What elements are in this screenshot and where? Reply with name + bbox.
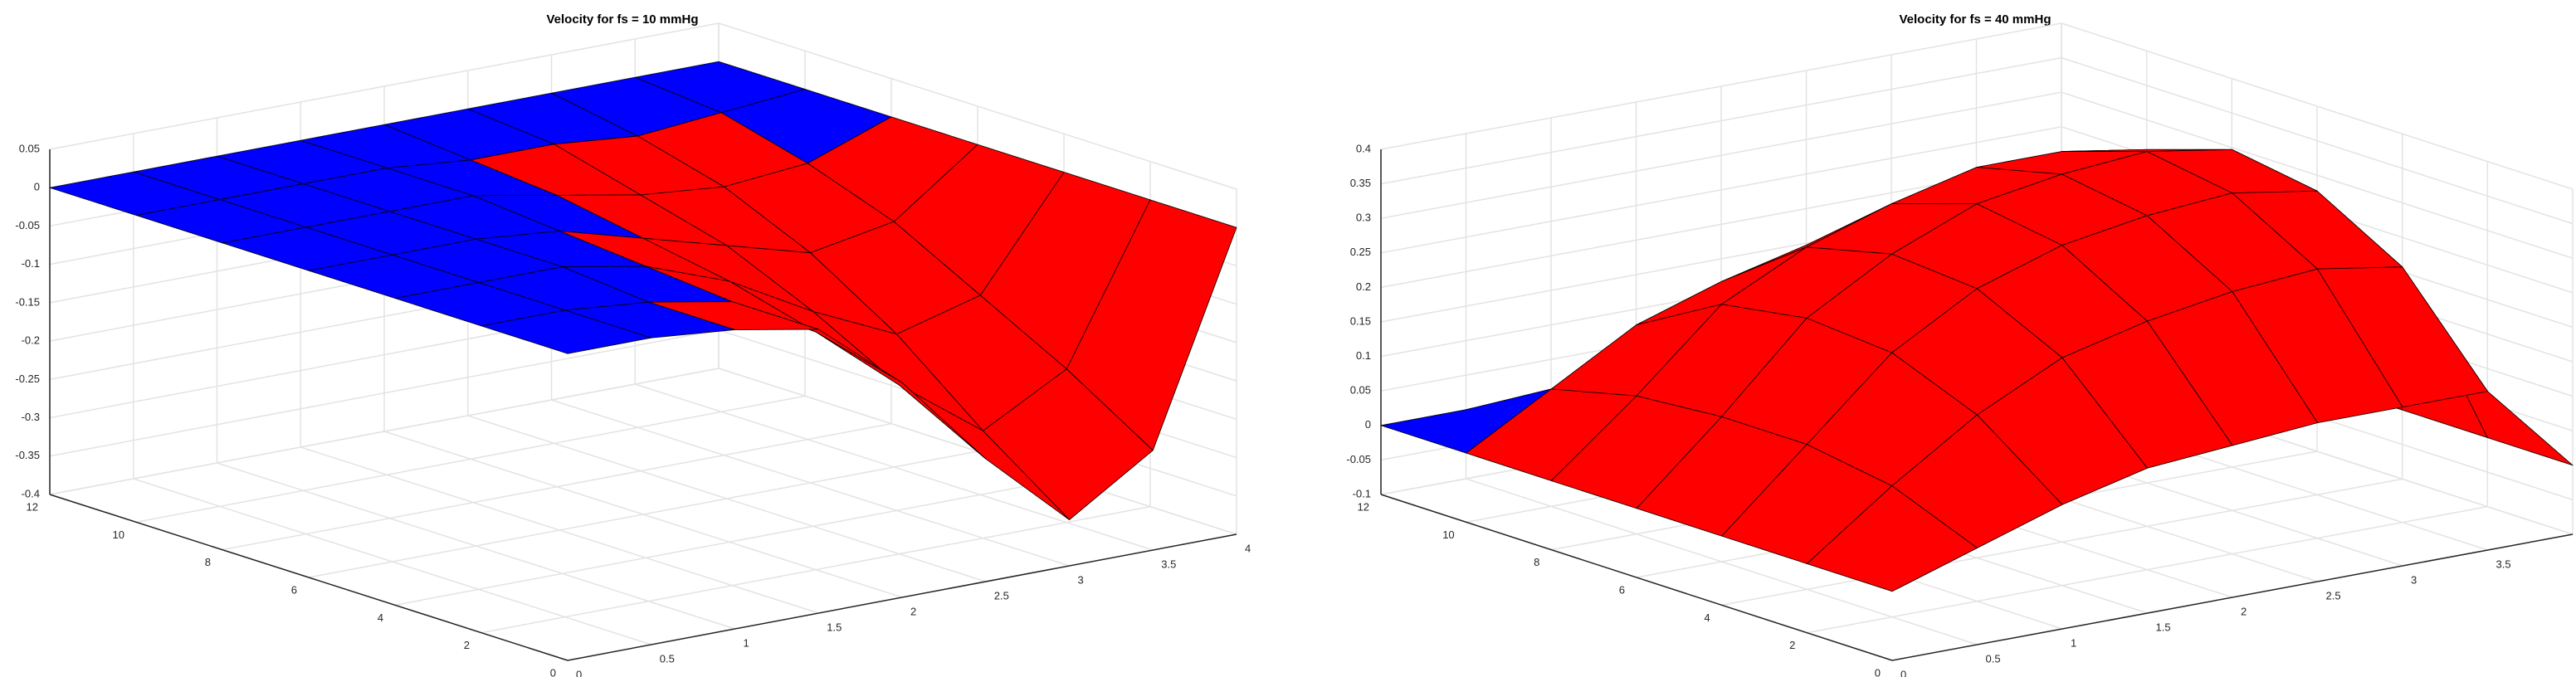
- grid-line: [2061, 91, 2574, 259]
- surface-cell: [1806, 485, 1978, 592]
- y-tick-label: 2: [1789, 639, 1795, 651]
- z-tick-label: 0.4: [1356, 142, 1371, 154]
- grid-line: [1380, 22, 2062, 150]
- grid-line: [49, 329, 720, 457]
- axis-line: [567, 533, 1237, 661]
- grid-line: [2061, 22, 2574, 190]
- z-tick-label: -0.1: [1353, 487, 1371, 499]
- z-tick-label: -0.4: [22, 487, 40, 499]
- x-tick-label: 3.5: [1161, 558, 1176, 570]
- z-tick-label: 0: [1365, 418, 1371, 431]
- chart-title: Velocity for fs = 10 mmHg: [547, 12, 699, 27]
- x-tick-label: 2: [2241, 605, 2247, 617]
- z-tick-label: 0: [34, 181, 40, 193]
- chart-title: Velocity for fs = 40 mmHg: [1900, 12, 2052, 27]
- grid-line: [222, 422, 892, 551]
- y-tick-label: 6: [291, 583, 297, 596]
- axis-line: [1380, 494, 1893, 661]
- grid-line: [394, 478, 1065, 606]
- x-tick-label: 1.5: [827, 621, 842, 633]
- z-tick-label: -0.3: [22, 411, 40, 423]
- y-tick-label: 4: [378, 611, 383, 624]
- y-tick-label: 6: [1619, 583, 1625, 596]
- grid-line: [49, 368, 720, 495]
- z-tick-label: 0.05: [1350, 384, 1371, 397]
- x-tick-label: 3: [1078, 573, 1084, 586]
- z-tick-label: 0.25: [1350, 246, 1371, 258]
- z-tick-label: 0.1: [1356, 349, 1371, 362]
- grid-line: [308, 451, 978, 578]
- grid-line: [135, 395, 806, 524]
- z-tick-label: -0.15: [15, 295, 40, 308]
- grid-line: [1380, 91, 2062, 219]
- z-tick-label: 0.05: [19, 142, 40, 154]
- axis-line: [1891, 533, 2574, 661]
- z-tick-label: -0.05: [15, 219, 40, 231]
- x-tick-label: 0: [576, 668, 582, 677]
- y-tick-label: 12: [1358, 500, 1369, 513]
- x-tick-label: 4: [1245, 542, 1251, 554]
- y-tick-label: 8: [205, 556, 211, 568]
- x-tick-label: 1: [2071, 636, 2076, 649]
- x-tick-label: 0.5: [660, 652, 675, 665]
- x-tick-label: 2.5: [2326, 589, 2341, 602]
- x-tick-label: 0: [1900, 668, 1906, 677]
- x-tick-label: 1: [744, 636, 749, 649]
- x-tick-label: 3.5: [2496, 558, 2511, 570]
- z-tick-label: 0.15: [1350, 314, 1371, 327]
- axis-line: [49, 494, 568, 661]
- y-tick-label: 8: [1534, 556, 1539, 568]
- z-tick-label: -0.35: [15, 449, 40, 461]
- y-tick-label: 0: [1875, 666, 1881, 677]
- grid-line: [1380, 56, 2062, 185]
- y-tick-label: 4: [1704, 611, 1710, 624]
- grid-line: [1807, 505, 2488, 634]
- grid-line: [1380, 126, 2062, 254]
- x-tick-label: 2.5: [994, 589, 1009, 602]
- x-tick-label: 0.5: [1986, 652, 2001, 665]
- y-tick-label: 12: [27, 500, 38, 513]
- y-tick-label: 10: [113, 528, 124, 541]
- grid-line: [49, 22, 720, 150]
- z-tick-label: 0.3: [1356, 212, 1371, 224]
- z-tick-label: -0.05: [1346, 453, 1371, 465]
- grid-line: [481, 505, 1151, 634]
- x-tick-label: 1.5: [2156, 621, 2171, 633]
- x-tick-label: 2: [910, 605, 916, 617]
- grid-line: [718, 22, 1237, 190]
- y-tick-label: 2: [464, 639, 470, 651]
- y-tick-label: 10: [1442, 528, 1454, 541]
- x-tick-label: 3: [2411, 573, 2417, 586]
- z-tick-label: -0.2: [22, 334, 40, 347]
- z-tick-label: -0.25: [15, 373, 40, 385]
- z-tick-label: 0.35: [1350, 177, 1371, 189]
- z-tick-label: -0.1: [22, 257, 40, 270]
- grid-line: [1721, 478, 2403, 606]
- grid-line: [2061, 56, 2574, 225]
- y-tick-label: 0: [550, 666, 556, 677]
- z-tick-label: 0.2: [1356, 280, 1371, 293]
- surface-cell: [481, 309, 652, 354]
